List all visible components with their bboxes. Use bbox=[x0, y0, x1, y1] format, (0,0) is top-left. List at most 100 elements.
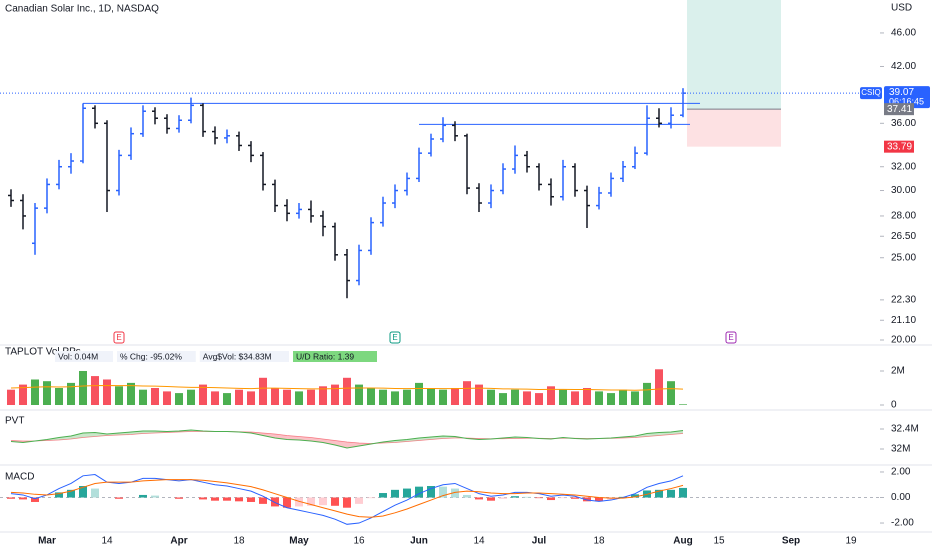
stat-label: Avg$Vol: $34.83M bbox=[203, 351, 272, 361]
pane-title: PVT bbox=[5, 416, 24, 427]
x-tick-label: 18 bbox=[233, 536, 245, 547]
volume-bar bbox=[235, 389, 243, 405]
target-zone bbox=[687, 0, 781, 110]
macd-histogram bbox=[115, 497, 123, 499]
volume-bar bbox=[667, 381, 675, 405]
pane-title: TAPLOT Vol PPs bbox=[5, 347, 81, 358]
volume-bar bbox=[547, 386, 555, 405]
x-tick-label: Jul bbox=[532, 536, 547, 547]
stat-label: Vol: 0.04M bbox=[58, 351, 98, 361]
macd-histogram bbox=[283, 497, 291, 508]
volume-bar bbox=[619, 389, 627, 405]
y-tick-label: 0 bbox=[891, 400, 897, 411]
y-tick-label: 46.00 bbox=[891, 28, 916, 39]
macd-histogram bbox=[391, 489, 399, 498]
volume-bar bbox=[103, 379, 111, 405]
volume-bar bbox=[55, 387, 63, 405]
macd-histogram bbox=[475, 497, 483, 500]
volume-bar bbox=[139, 389, 147, 405]
macd-histogram bbox=[259, 497, 267, 504]
volume-bar bbox=[187, 389, 195, 405]
volume-bar bbox=[211, 391, 219, 405]
pvt-fill bbox=[83, 432, 95, 438]
y-tick-label: 32M bbox=[891, 444, 910, 455]
x-tick-label: May bbox=[289, 536, 309, 547]
macd-histogram bbox=[415, 486, 423, 498]
volume-bar bbox=[679, 404, 687, 405]
pvt-fill bbox=[335, 440, 347, 448]
volume-bar bbox=[463, 381, 471, 405]
macd-histogram bbox=[631, 494, 639, 498]
volume-bar bbox=[115, 386, 123, 405]
macd-histogram bbox=[19, 497, 27, 500]
x-tick-label: 16 bbox=[353, 536, 365, 547]
stat-box bbox=[117, 351, 196, 362]
y-tick-label: 30.00 bbox=[891, 185, 916, 196]
volume-bar bbox=[19, 384, 27, 405]
macd-histogram bbox=[439, 486, 447, 498]
macd-histogram bbox=[535, 497, 543, 499]
macd-histogram bbox=[463, 494, 471, 498]
macd-histogram bbox=[271, 497, 279, 507]
volume-bar bbox=[259, 377, 267, 405]
macd-histogram bbox=[595, 497, 603, 502]
macd-histogram bbox=[295, 497, 303, 507]
y-tick-label: 26.50 bbox=[891, 231, 916, 242]
macd-histogram bbox=[511, 496, 519, 498]
macd-histogram bbox=[403, 488, 411, 498]
y-tick-label: 2.00 bbox=[891, 467, 911, 478]
y-tick-label: 20.00 bbox=[891, 335, 916, 346]
volume-bar bbox=[535, 393, 543, 405]
macd-histogram bbox=[487, 497, 495, 501]
volume-bar bbox=[643, 382, 651, 405]
y-tick-label: 28.00 bbox=[891, 211, 916, 222]
volume-bar bbox=[247, 391, 255, 405]
volume-bar bbox=[295, 391, 303, 405]
price-label: 39.07 bbox=[889, 87, 914, 98]
stop-label: 33.79 bbox=[887, 141, 912, 152]
macd-histogram bbox=[223, 497, 231, 501]
volume-bar bbox=[487, 389, 495, 405]
volume-bar bbox=[199, 384, 207, 405]
x-tick-label: 14 bbox=[473, 536, 485, 547]
volume-bar bbox=[655, 369, 663, 405]
earnings-marker bbox=[389, 331, 401, 344]
volume-bar bbox=[283, 389, 291, 405]
macd-histogram bbox=[547, 497, 555, 501]
macd-histogram bbox=[139, 494, 147, 498]
earnings-marker bbox=[725, 331, 737, 344]
macd-histogram bbox=[355, 497, 363, 504]
macd-histogram bbox=[379, 493, 387, 498]
pvt-line bbox=[10, 429, 684, 449]
y-tick-label: 32.00 bbox=[891, 161, 916, 172]
volume-bar bbox=[163, 391, 171, 405]
stat-label: U/D Ratio: 1.39 bbox=[296, 351, 354, 361]
price-box bbox=[884, 86, 930, 109]
volume-bar bbox=[367, 387, 375, 405]
volume-bar bbox=[7, 389, 15, 405]
volume-bar bbox=[451, 387, 459, 405]
volume-bar bbox=[319, 386, 327, 405]
symbol-box bbox=[860, 87, 882, 100]
x-tick-label: 19 bbox=[845, 536, 857, 547]
macd-histogram bbox=[343, 497, 351, 508]
y-tick-label: -2.00 bbox=[891, 518, 914, 529]
x-tick-label: Apr bbox=[170, 536, 187, 547]
macd-histogram bbox=[55, 492, 63, 498]
volume-bar bbox=[391, 391, 399, 405]
volume-bar bbox=[511, 389, 519, 405]
macd-histogram bbox=[199, 497, 207, 500]
volume-bar bbox=[415, 382, 423, 405]
y-tick-label: 25.00 bbox=[891, 252, 916, 263]
volume-bar bbox=[403, 389, 411, 405]
earnings-label: E bbox=[116, 333, 121, 342]
earnings-label: E bbox=[728, 333, 733, 342]
earnings-marker bbox=[113, 331, 125, 344]
macd-histogram bbox=[79, 486, 87, 498]
x-tick-label: Sep bbox=[782, 536, 800, 547]
volume-bar bbox=[379, 389, 387, 405]
x-tick-label: Mar bbox=[38, 536, 56, 547]
macd-histogram bbox=[571, 497, 579, 499]
y-tick-label: 0.00 bbox=[891, 492, 911, 503]
